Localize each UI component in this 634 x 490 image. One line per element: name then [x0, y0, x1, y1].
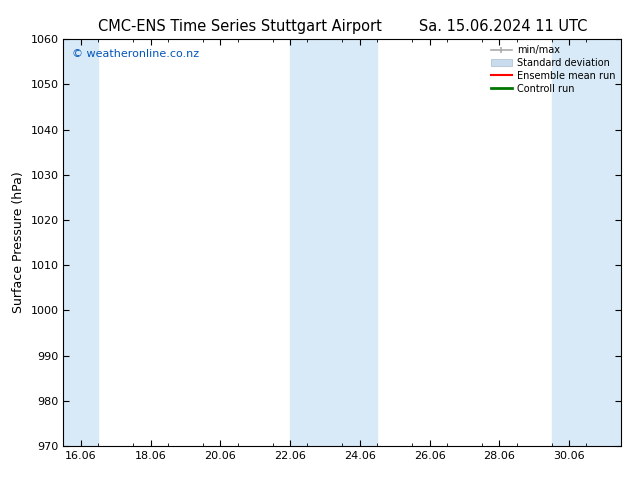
Bar	[552, 39, 621, 446]
Title: CMC-ENS Time Series Stuttgart Airport        Sa. 15.06.2024 11 UTC: CMC-ENS Time Series Stuttgart Airport Sa…	[98, 19, 587, 34]
Y-axis label: Surface Pressure (hPa): Surface Pressure (hPa)	[12, 172, 25, 314]
Text: © weatheronline.co.nz: © weatheronline.co.nz	[72, 49, 199, 59]
Bar	[63, 39, 98, 446]
Bar	[290, 39, 377, 446]
Legend: min/max, Standard deviation, Ensemble mean run, Controll run: min/max, Standard deviation, Ensemble me…	[487, 41, 619, 98]
